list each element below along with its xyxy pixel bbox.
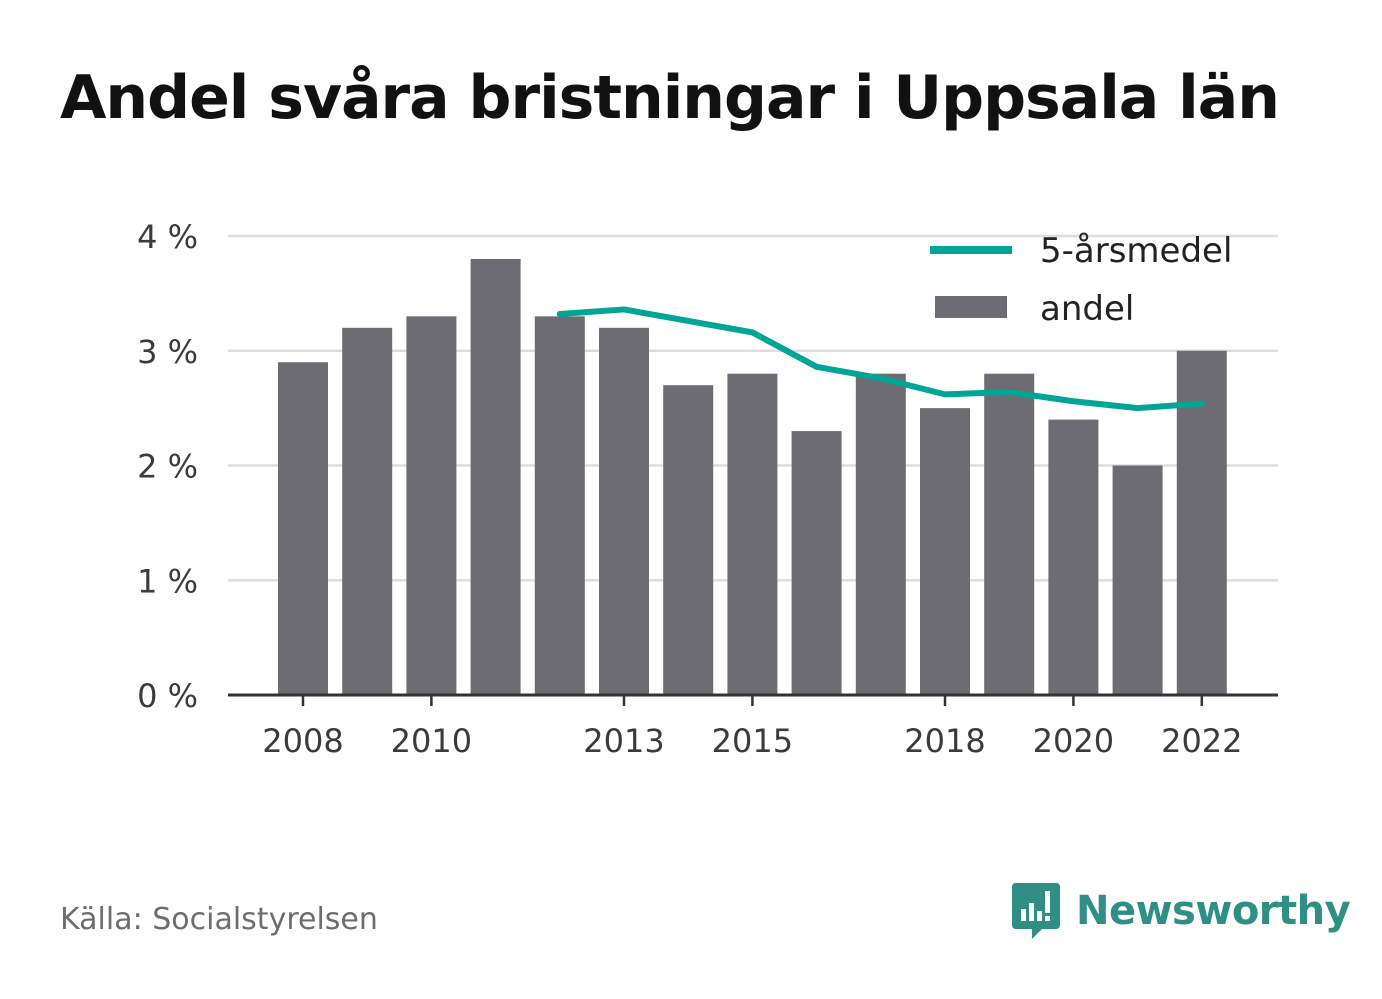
legend-label-share: andel — [1040, 289, 1134, 329]
bar-chart-speech-bubble-icon — [1012, 883, 1060, 939]
bar-2009 — [342, 327, 393, 695]
bar-series — [278, 258, 1227, 695]
bar-2015 — [727, 373, 778, 695]
chart: 2008 2010 2013 2015 2018 2020 2022 0 % 1 % 2 % 3 … — [137, 218, 1278, 760]
chart-title: Andel svåra bristningar i Uppsala län — [60, 63, 1280, 133]
legend: 5-årsmedel andel — [930, 231, 1232, 329]
bar-2022 — [1176, 350, 1227, 695]
y-tick-label: 3 % — [137, 333, 198, 371]
bar-2012 — [534, 316, 585, 695]
y-axis-ticks: 0 % 1 % 2 % 3 % 4 % — [137, 218, 198, 715]
source-note: Källa: Socialstyrelsen — [60, 902, 378, 937]
bar-2018 — [920, 408, 970, 695]
bar-2017 — [855, 373, 906, 695]
x-tick-label: 2008 — [262, 722, 343, 760]
x-tick-label: 2013 — [583, 722, 664, 760]
x-tick-label: 2022 — [1161, 722, 1242, 760]
legend-swatch-bar — [935, 296, 1007, 318]
bar-2010 — [406, 316, 457, 695]
bar-2021 — [1112, 465, 1163, 695]
x-tick-label: 2015 — [712, 722, 793, 760]
x-tick-label: 2018 — [904, 722, 985, 760]
bar-2019 — [984, 373, 1035, 695]
y-tick-label: 0 % — [137, 677, 198, 715]
y-tick-label: 1 % — [137, 562, 198, 600]
bar-2016 — [791, 431, 842, 695]
bar-2013 — [599, 327, 649, 695]
x-tick-label: 2010 — [391, 722, 472, 760]
brand-name: Newsworthy — [1076, 888, 1351, 934]
bar-2011 — [470, 258, 521, 695]
y-tick-label: 4 % — [137, 218, 198, 256]
average-line — [556, 306, 1205, 412]
bar-2008 — [278, 362, 328, 695]
x-axis-ticks: 2008 2010 2013 2015 2018 2020 2022 — [262, 695, 1243, 760]
y-tick-label: 2 % — [137, 448, 198, 486]
brand: Newsworthy — [1010, 880, 1351, 942]
x-tick-label: 2020 — [1033, 722, 1114, 760]
bar-2020 — [1048, 419, 1099, 695]
bar-2014 — [663, 385, 714, 695]
legend-label-average: 5-årsmedel — [1040, 231, 1232, 271]
